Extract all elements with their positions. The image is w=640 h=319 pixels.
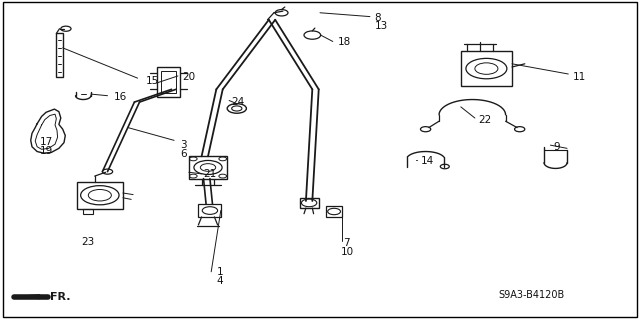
Text: 14: 14 xyxy=(421,156,435,166)
Text: 15: 15 xyxy=(146,76,159,86)
Text: FR.: FR. xyxy=(50,292,70,302)
Text: 19: 19 xyxy=(40,146,53,156)
Text: 17: 17 xyxy=(40,137,53,147)
Text: 11: 11 xyxy=(573,71,586,82)
Text: 18: 18 xyxy=(338,37,351,47)
Text: 23: 23 xyxy=(82,237,95,248)
Text: 24: 24 xyxy=(232,97,245,107)
Text: 13: 13 xyxy=(374,21,388,31)
Text: 7: 7 xyxy=(344,238,350,248)
Text: 10: 10 xyxy=(340,247,353,257)
Text: 21: 21 xyxy=(204,169,217,179)
Text: 16: 16 xyxy=(114,92,127,102)
Text: S9A3-B4120B: S9A3-B4120B xyxy=(498,290,564,300)
Text: 9: 9 xyxy=(554,142,560,152)
Text: 1: 1 xyxy=(216,267,223,277)
Polygon shape xyxy=(13,295,40,299)
Text: 8: 8 xyxy=(374,12,381,23)
Text: 3: 3 xyxy=(180,140,187,150)
Text: 22: 22 xyxy=(479,115,492,125)
Text: 4: 4 xyxy=(216,276,223,286)
Text: 6: 6 xyxy=(180,149,187,159)
Text: 20: 20 xyxy=(182,71,196,82)
Polygon shape xyxy=(161,71,176,93)
